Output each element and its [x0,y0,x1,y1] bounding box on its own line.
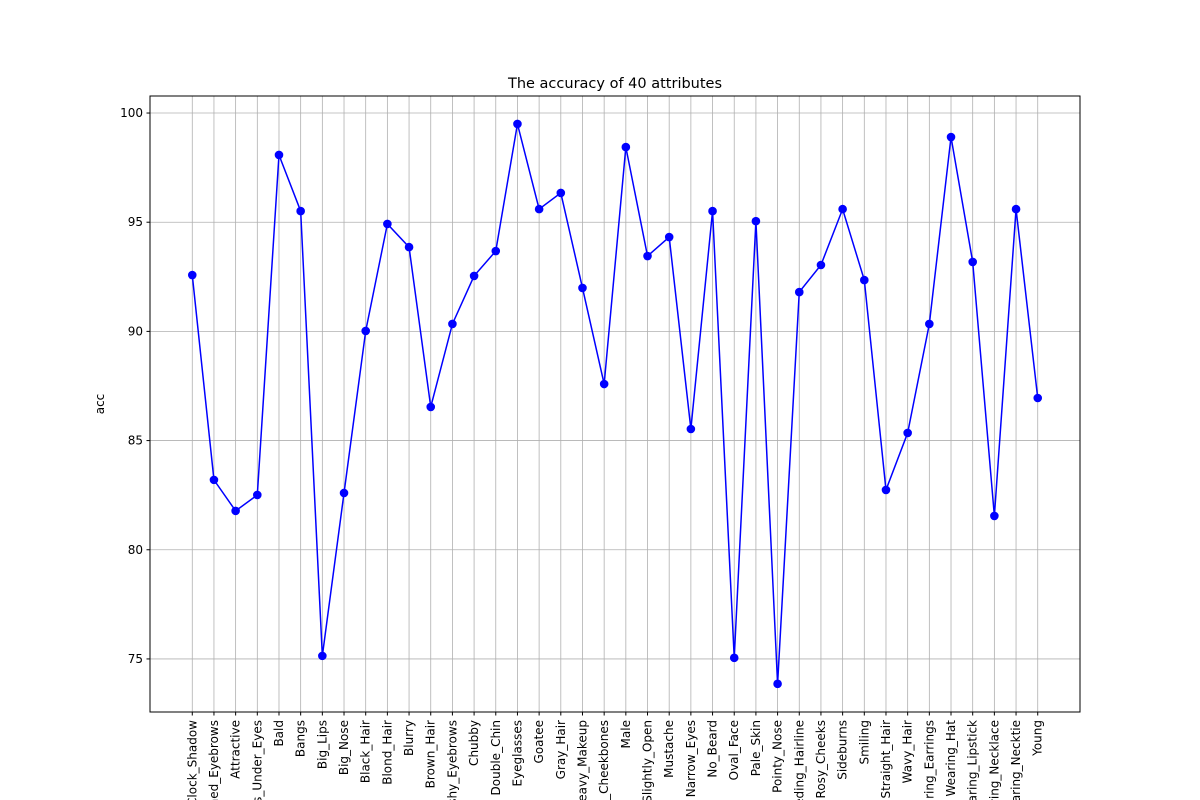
data-point [751,216,761,226]
data-point [274,150,284,160]
data-point [209,475,219,485]
data-point [794,287,804,297]
x-tick-label: Bags_Under_Eyes [250,720,264,800]
x-tick-label: Pointy_Nose [771,720,785,793]
x-tick-label: Mustache [662,720,676,778]
data-point [383,219,392,229]
data-point [318,651,327,661]
data-point [361,326,370,336]
data-point [968,257,977,267]
x-tick-label: Brown_Hair [424,720,438,788]
x-tick-label: Receding_Hairline [792,720,806,800]
x-tick-label: Wearing_Hat [944,720,958,797]
data-point [925,319,934,329]
data-point [686,424,696,434]
x-tick-label: Rosy_Cheeks [814,720,828,798]
data-point [990,511,999,521]
x-tick-label: Blurry [402,720,416,756]
data-point [729,653,739,663]
data-point [1033,393,1043,403]
x-tick-label: Arched_Eyebrows [207,720,221,800]
data-point [578,283,587,293]
x-tick-label: High_Cheekbones [597,720,611,800]
data-point [534,204,544,214]
y-tick-label: 80 [128,543,143,557]
data-point [946,132,956,142]
data-point [296,206,305,216]
data-point [513,119,522,129]
data-point [708,206,717,216]
x-tick-label: 5_o_Clock_Shadow [185,720,199,800]
data-point [231,506,240,516]
data-point [426,402,436,412]
x-tick-label: Double_Chin [489,720,503,795]
data-point [643,251,652,261]
x-tick-label: Attractive [229,720,243,779]
x-tick-label: Smiling [857,720,871,765]
data-point [253,490,262,500]
x-tick-label: Pale_Skin [749,720,763,776]
data-point [664,232,674,242]
x-tick-label: Wavy_Hair [901,720,915,783]
data-point [491,246,501,256]
x-tick-label: Gray_Hair [554,720,568,779]
y-tick-label: 85 [128,434,143,448]
x-tick-label: Heavy_Makeup [575,720,589,800]
y-tick-label: 95 [128,215,143,229]
data-point [448,319,457,329]
data-point [816,260,826,270]
data-point [404,242,414,252]
x-tick-label: Oval_Face [727,720,741,780]
data-point [903,428,912,438]
x-tick-label: Young [1031,720,1045,757]
x-tick-label: Eyeglasses [510,720,524,787]
x-tick-label: Big_Nose [337,720,351,775]
x-tick-label: Wearing_Necktie [1009,720,1023,800]
x-tick-label: Wearing_Lipstick [966,720,980,800]
x-tick-label: Mouth_Slightly_Open [641,720,655,800]
y-tick-label: 100 [120,106,143,120]
y-tick-label: 75 [128,652,143,666]
data-point [1011,204,1021,214]
x-tick-label: Straight_Hair [879,720,893,799]
data-point [881,485,891,495]
x-tick-label: Wearing_Earrings [922,720,936,800]
x-tick-label: Bald [272,720,286,747]
x-tick-label: Sideburns [836,720,850,780]
x-tick-label: Bushy_Eyebrows [445,720,459,800]
x-tick-label: Big_Lips [315,720,329,769]
x-tick-label: Narrow_Eyes [684,720,698,797]
data-line [191,123,1039,684]
grid [150,96,1080,712]
data-point [556,188,566,198]
x-tick-label: Wearing_Necklace [987,720,1001,800]
data-point [469,271,479,281]
data-point [838,204,847,214]
data-point [339,488,349,498]
plot-area [187,119,1043,689]
x-tick-label: Male [619,720,633,748]
x-tick-label: Chubby [467,720,481,766]
x-tick-label: Goatee [532,720,546,763]
chart-title: The accuracy of 40 attributes [507,76,722,92]
data-point [773,679,782,689]
x-tick-label: Black_Hair [359,720,373,783]
x-tick-label: Bangs [294,720,308,757]
data-point [187,270,197,280]
y-tick-label: 90 [128,324,143,338]
data-point [860,275,869,285]
data-point [621,142,631,152]
y-axis-label: acc [93,394,107,415]
data-point [599,379,609,389]
axes-frame [149,95,1081,713]
x-tick-label: No_Beard [706,720,720,778]
x-tick-label: Blond_Hair [380,720,394,785]
